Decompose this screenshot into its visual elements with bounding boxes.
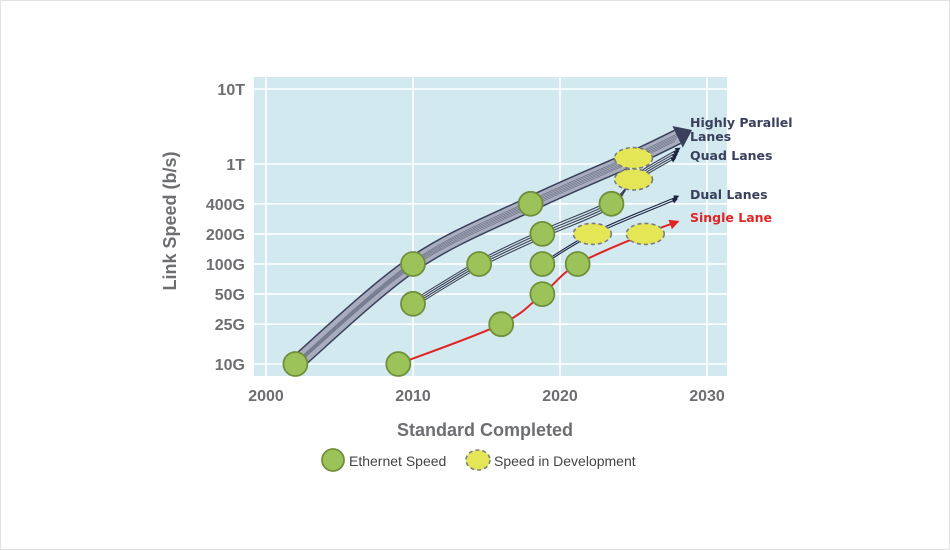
- development-speed-marker: [613, 146, 654, 170]
- y-tick-label: 50G: [215, 287, 245, 304]
- legend-ethernet-marker: [321, 448, 345, 472]
- series-label-line: Dual Lanes: [690, 187, 768, 202]
- ethernet-speed-marker: [385, 351, 412, 377]
- series-label-line: Lanes: [690, 129, 731, 144]
- ethernet-speed-marker: [488, 311, 515, 338]
- x-tick-label: 2000: [248, 388, 284, 405]
- series-labels: Highly Parallel Lanes Quad Lanes Dual Lanes…: [690, 115, 793, 225]
- development-speed-marker: [625, 222, 666, 246]
- development-speed-marker: [613, 168, 654, 191]
- ethernet-speed-marker: [598, 190, 625, 217]
- x-tick-labels: 2000 2010 2020 2030: [248, 388, 725, 405]
- ethernet-speed-marker: [517, 190, 544, 217]
- ethernet-speed-marker: [400, 251, 426, 277]
- legend-ethernet-label: Ethernet Speed: [349, 453, 446, 469]
- x-tick-label: 2030: [689, 388, 725, 405]
- legend-development-marker: [465, 449, 491, 471]
- parallel-arrowhead: [672, 126, 693, 148]
- ethernet-speed-marker: [282, 351, 309, 377]
- series-label-line: Highly Parallel: [690, 115, 793, 130]
- ethernet-speed-marker: [564, 251, 591, 277]
- series-label: Highly Parallel Lanes: [690, 115, 793, 144]
- series-label: Quad Lanes: [690, 148, 772, 163]
- ethernet-speed-marker: [529, 281, 556, 308]
- x-axis-title: Standard Completed: [397, 420, 573, 440]
- y-tick-label: 100G: [206, 257, 245, 274]
- data-markers: [282, 146, 666, 377]
- ethernet-speed-marker: [466, 251, 493, 277]
- series-label-line: Single Lane: [690, 210, 772, 225]
- y-tick-label: 25G: [215, 317, 245, 334]
- legend: Ethernet Speed Speed in Development: [321, 448, 636, 472]
- y-tick-label: 10G: [215, 357, 245, 374]
- series-label: Single Lane: [690, 210, 772, 225]
- ethernet-speed-marker: [400, 290, 426, 317]
- y-tick-labels: 10G 25G 50G 100G 200G 400G 1T 10T: [206, 82, 245, 374]
- y-tick-label: 1T: [226, 157, 245, 174]
- y-tick-label: 400G: [206, 197, 245, 214]
- y-tick-label: 10T: [217, 82, 245, 99]
- ethernet-speed-marker: [529, 251, 556, 277]
- y-tick-label: 200G: [206, 227, 245, 244]
- series-label-line: Quad Lanes: [690, 148, 772, 163]
- series-label: Dual Lanes: [690, 187, 768, 202]
- grid-lines: [254, 77, 727, 376]
- legend-development-label: Speed in Development: [494, 453, 636, 469]
- x-tick-label: 2010: [395, 388, 431, 405]
- y-axis-title: Link Speed (b/s): [160, 151, 180, 290]
- development-speed-marker: [572, 222, 613, 246]
- x-tick-label: 2020: [542, 388, 578, 405]
- ethernet-speed-marker: [529, 220, 556, 247]
